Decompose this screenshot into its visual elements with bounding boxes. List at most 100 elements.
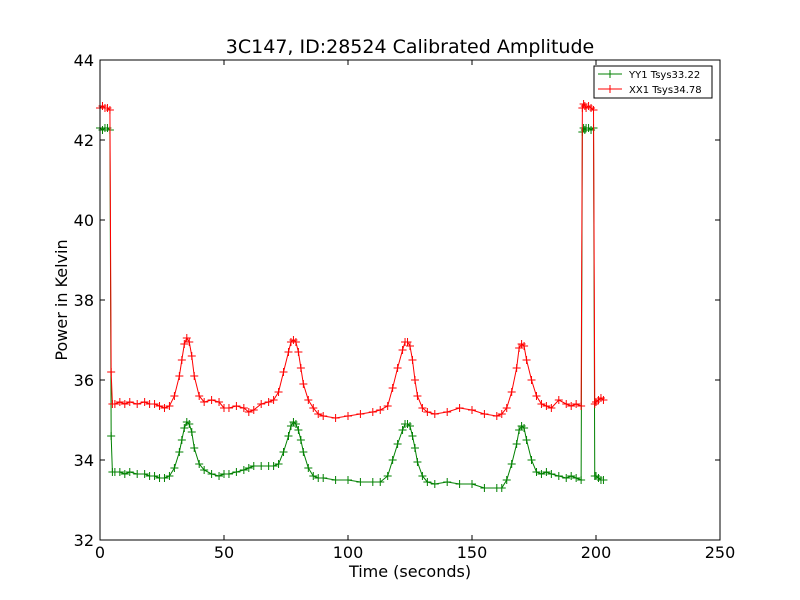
data-point [383, 402, 392, 410]
data-point [492, 412, 501, 420]
data-point [304, 464, 313, 472]
data-point [388, 456, 397, 464]
data-point [107, 432, 116, 440]
data-point [279, 448, 288, 456]
data-point [165, 472, 174, 480]
data-point [502, 476, 511, 484]
data-point [455, 404, 464, 412]
data-point [215, 472, 224, 480]
data-point [269, 462, 278, 470]
data-point [107, 368, 116, 376]
data-point [140, 398, 149, 406]
data-point [274, 388, 283, 396]
data-point [413, 392, 422, 400]
data-point [344, 412, 352, 420]
data-point [410, 444, 419, 452]
data-point [224, 470, 233, 478]
data-point [497, 410, 506, 418]
data-point [207, 470, 216, 478]
data-point [532, 468, 541, 476]
data-point [480, 484, 489, 492]
data-point [249, 406, 258, 414]
y-tick-label: 38 [74, 291, 94, 310]
data-point [572, 400, 581, 408]
data-point [590, 400, 599, 408]
data-point [567, 472, 576, 480]
data-point [180, 340, 189, 348]
x-tick-label: 200 [581, 543, 612, 562]
data-point [547, 470, 556, 478]
data-point [232, 468, 241, 476]
data-point [455, 480, 464, 488]
data-point [200, 398, 209, 406]
data-point [284, 348, 293, 356]
data-point [294, 348, 303, 356]
data-point [468, 480, 476, 488]
legend-box [593, 65, 713, 99]
x-tick-label: 150 [457, 543, 488, 562]
data-point [408, 432, 417, 440]
x-tick-label: 50 [214, 543, 234, 562]
data-point [140, 470, 149, 478]
data-point [562, 400, 571, 408]
data-point [554, 396, 563, 404]
data-point [393, 364, 402, 372]
series-0 [96, 124, 608, 492]
data-point [150, 472, 159, 480]
x-tick-label: 100 [333, 543, 364, 562]
data-point [393, 440, 402, 448]
y-tick-label: 42 [74, 131, 94, 150]
data-point [239, 404, 248, 412]
data-point [309, 472, 318, 480]
data-point [177, 436, 186, 444]
y-axis-label: Power in Kelvin [52, 239, 71, 360]
data-point [532, 392, 541, 400]
data-point [125, 468, 134, 476]
data-point [120, 400, 129, 408]
data-point [319, 474, 328, 482]
data-point [296, 364, 305, 372]
data-point [418, 472, 427, 480]
data-point [133, 470, 142, 478]
plot-area-background [100, 60, 720, 540]
data-point [344, 476, 352, 484]
data-point [120, 470, 129, 478]
data-point [383, 472, 392, 480]
data-point [291, 420, 300, 428]
y-tick-label: 34 [74, 451, 94, 470]
x-axis-label: Time (seconds) [348, 562, 471, 581]
data-point [507, 388, 516, 396]
data-point [195, 460, 204, 468]
data-point [527, 376, 536, 384]
data-point [589, 106, 598, 114]
data-point [331, 414, 340, 422]
data-point [170, 392, 179, 400]
data-point [257, 400, 266, 408]
legend-label-yy1: YY1 Tsys33.22 [628, 70, 700, 81]
data-point [160, 474, 169, 482]
data-point [554, 472, 563, 480]
data-point [190, 444, 199, 452]
data-point [150, 400, 159, 408]
data-point [264, 398, 273, 406]
data-point [497, 484, 506, 492]
data-point [200, 466, 209, 474]
data-point [185, 338, 194, 346]
series-1 [96, 100, 608, 422]
data-point [356, 410, 365, 418]
data-point [423, 478, 432, 486]
y-tick-label: 44 [74, 51, 94, 70]
data-point [296, 436, 305, 444]
data-point [125, 398, 134, 406]
data-point [331, 476, 340, 484]
data-point [522, 356, 531, 364]
data-point [502, 404, 511, 412]
data-point [522, 436, 531, 444]
data-point [195, 392, 204, 400]
legend: YY1 Tsys33.22 XX1 Tsys34.78 [593, 65, 713, 99]
data-point [376, 406, 385, 414]
y-tick-label: 36 [74, 371, 94, 390]
data-point [468, 406, 476, 414]
x-tick-label: 250 [705, 543, 736, 562]
